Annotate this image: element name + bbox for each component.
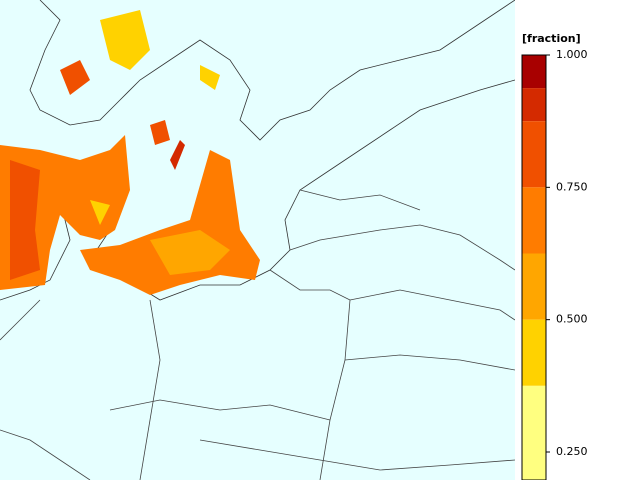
colorbar-tick-label: 0.750 xyxy=(556,180,588,193)
colorbar-band xyxy=(522,55,546,89)
colorbar-band xyxy=(522,452,546,480)
colorbar-band xyxy=(522,385,546,452)
colorbar-frame xyxy=(521,54,547,480)
colorbar-title: [fraction] xyxy=(522,32,581,45)
colorbar-band xyxy=(522,319,546,386)
map-field xyxy=(0,10,260,295)
colorbar-band xyxy=(522,121,546,188)
colorbar-band xyxy=(522,88,546,122)
colorbar-tick-label: 0.250 xyxy=(556,445,588,458)
colorbar-band xyxy=(522,253,546,320)
colorbar-band xyxy=(522,187,546,254)
colorbar-tick-label: 0.500 xyxy=(556,313,588,326)
colorbar-tick-label: 1.000 xyxy=(556,48,588,61)
